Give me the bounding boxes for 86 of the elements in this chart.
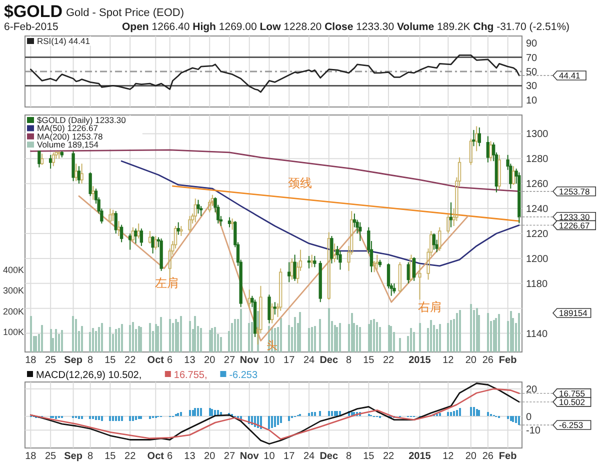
x-tick-label: 2015	[408, 451, 432, 462]
x-tick-label: 24	[303, 355, 315, 366]
x-tick-label: Feb	[498, 355, 517, 366]
x-tick-label: 15	[363, 451, 375, 462]
x-tick-label: 18	[25, 355, 37, 366]
x-tick-label: Feb	[498, 451, 517, 462]
y2-tick-label: 100K	[2, 326, 24, 337]
x-tick-label: 15	[104, 451, 116, 462]
annotation: 左肩	[155, 276, 179, 290]
x-tick-label: 15	[363, 355, 375, 366]
x-tick-label: 20	[204, 355, 216, 366]
text: 6-Feb-2015	[4, 21, 58, 33]
y-tick-label: 1200	[526, 254, 549, 265]
x-tick-label: 17	[284, 355, 296, 366]
x-tick-label: 22	[382, 451, 395, 462]
y-tick-label: 30	[526, 81, 538, 92]
x-tick-label: Dec	[320, 355, 338, 366]
x-tick-label: 27	[224, 451, 236, 462]
y2-tick-label: 300K	[2, 286, 24, 296]
y-tick-label: 70	[526, 52, 538, 64]
legend-label: $GOLD (Daily) 1233.30	[37, 115, 126, 125]
annotation: 颈线	[288, 176, 312, 190]
x-tick-label: 17	[284, 451, 296, 462]
annotation: 1233.30	[559, 212, 590, 222]
x-tick-label: 10	[264, 451, 276, 462]
x-tick-label: 8	[346, 451, 352, 462]
x-tick-label: 22	[124, 355, 136, 366]
y-tick-label: -10	[526, 426, 541, 437]
y-tick-label: 1220	[526, 229, 549, 240]
x-tick-label: Sep	[64, 355, 82, 366]
legend-label: MACD(12,26,9) 10.502,	[36, 370, 142, 381]
y-tick-label: 10	[526, 95, 538, 106]
legend-label: RSI(14) 44.41	[37, 36, 90, 46]
x-tick-label: 22	[124, 451, 136, 462]
x-tick-label: Sep	[64, 451, 82, 462]
y-tick-label: 1300	[526, 129, 549, 140]
annotation: 10.502	[559, 397, 586, 408]
x-tick-label: 15	[104, 355, 116, 366]
annotation: 1226.67	[559, 220, 590, 230]
x-tick-label: 24	[303, 451, 315, 462]
x-tick-label: 8	[346, 355, 352, 366]
x-tick-label: 13	[184, 355, 196, 366]
x-tick-label: Nov	[240, 451, 260, 462]
x-tick-label: 18	[25, 451, 37, 462]
x-tick-label: 8	[88, 451, 94, 462]
legend-label: -6.253	[229, 370, 258, 381]
x-tick-label: 25	[45, 451, 57, 462]
x-tick-label: Oct	[147, 355, 165, 366]
annotation: 1253.78	[559, 186, 590, 197]
y-tick-label: 1140	[526, 328, 548, 340]
x-tick-label: Dec	[320, 451, 338, 462]
annotation: 44.41	[559, 70, 581, 81]
x-tick-label: 6	[167, 451, 174, 462]
y-tick-label: 1280	[526, 154, 549, 166]
y-tick-label: 0	[526, 412, 532, 423]
x-tick-label: 26	[482, 355, 494, 366]
y-tick-label: 20	[526, 384, 538, 396]
x-tick-label: 20	[465, 355, 477, 366]
annotation: 右肩	[418, 300, 442, 314]
x-tick-label: 20	[465, 451, 477, 462]
y-tick-label: 1180	[526, 278, 548, 290]
x-tick-label: 22	[382, 355, 395, 366]
legend-label: 16.755,	[174, 370, 208, 381]
y-tick-label: 90	[526, 38, 538, 50]
x-tick-label: 10	[264, 355, 276, 366]
value-tag: 189154	[552, 308, 592, 318]
x-tick-label: Oct	[147, 451, 165, 462]
x-tick-label: Nov	[240, 355, 260, 366]
y2-tick-label: 200K	[2, 306, 24, 316]
text: Open 1266.40 High 1269.00 Low 1228.20 Close 1233.30 Volume 189.2K Chg -31.70 (-2.51%)	[122, 21, 570, 33]
x-tick-label: 6	[167, 355, 174, 366]
annotation: -6.253	[559, 420, 584, 430]
chart-subtitle: Gold - Spot Price (EOD)	[66, 7, 184, 19]
x-tick-label: 26	[482, 451, 494, 462]
x-tick-label: 20	[204, 451, 216, 462]
x-tick-label: 27	[224, 355, 236, 366]
x-tick-label: 13	[184, 451, 196, 462]
chart-title: $GOLD	[4, 2, 63, 21]
x-tick-label: 25	[45, 355, 57, 366]
x-tick-label: 12	[442, 451, 454, 462]
x-tick-label: 2015	[408, 355, 432, 366]
x-tick-label: 12	[442, 355, 454, 366]
y2-tick-label: 400K	[2, 265, 24, 276]
annotation: 16.755	[559, 388, 586, 399]
x-tick-label: 8	[88, 355, 94, 366]
y-tick-label: 50	[526, 67, 538, 78]
